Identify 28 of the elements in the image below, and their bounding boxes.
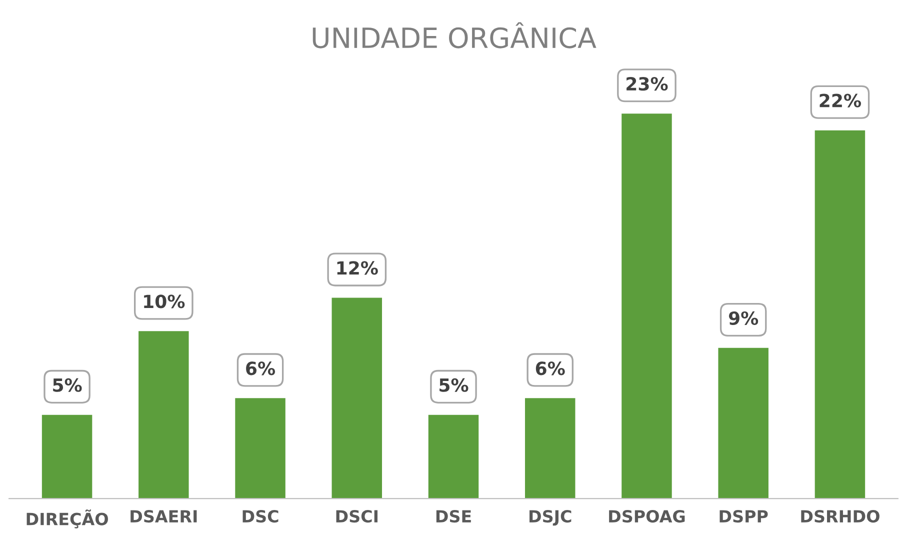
bar <box>138 331 189 499</box>
x-tick-label: DSCI <box>336 510 378 523</box>
data-label: 9% <box>728 311 758 325</box>
chart-title: UNIDADE ORGÂNICA <box>312 22 596 48</box>
x-tick-label: DSRHDO <box>801 510 880 523</box>
x-tick-label: DSC <box>242 510 278 523</box>
data-label: 10% <box>144 294 185 308</box>
bar <box>235 398 286 499</box>
data-label: 5% <box>440 378 468 392</box>
data-label: 12% <box>337 261 378 275</box>
bar <box>524 398 576 499</box>
x-tick-label: DSPP <box>720 510 768 523</box>
x-tick-label: DSAERI <box>130 510 197 523</box>
x-tick-label: DSE <box>436 510 471 523</box>
bar <box>718 348 768 499</box>
bar <box>332 298 382 499</box>
data-label: 6% <box>536 362 565 376</box>
data-label: 5% <box>53 378 82 392</box>
data-label: 23% <box>626 76 668 91</box>
bar <box>814 130 866 499</box>
bar <box>42 414 92 499</box>
bar <box>428 414 479 499</box>
bar <box>622 114 672 499</box>
x-tick-label: DIREÇÃO <box>26 509 108 528</box>
data-label: 22% <box>820 94 861 108</box>
x-tick-label: DSJC <box>530 510 572 526</box>
x-tick-label: DSPOAG <box>609 510 685 523</box>
data-label: 6% <box>246 362 276 376</box>
